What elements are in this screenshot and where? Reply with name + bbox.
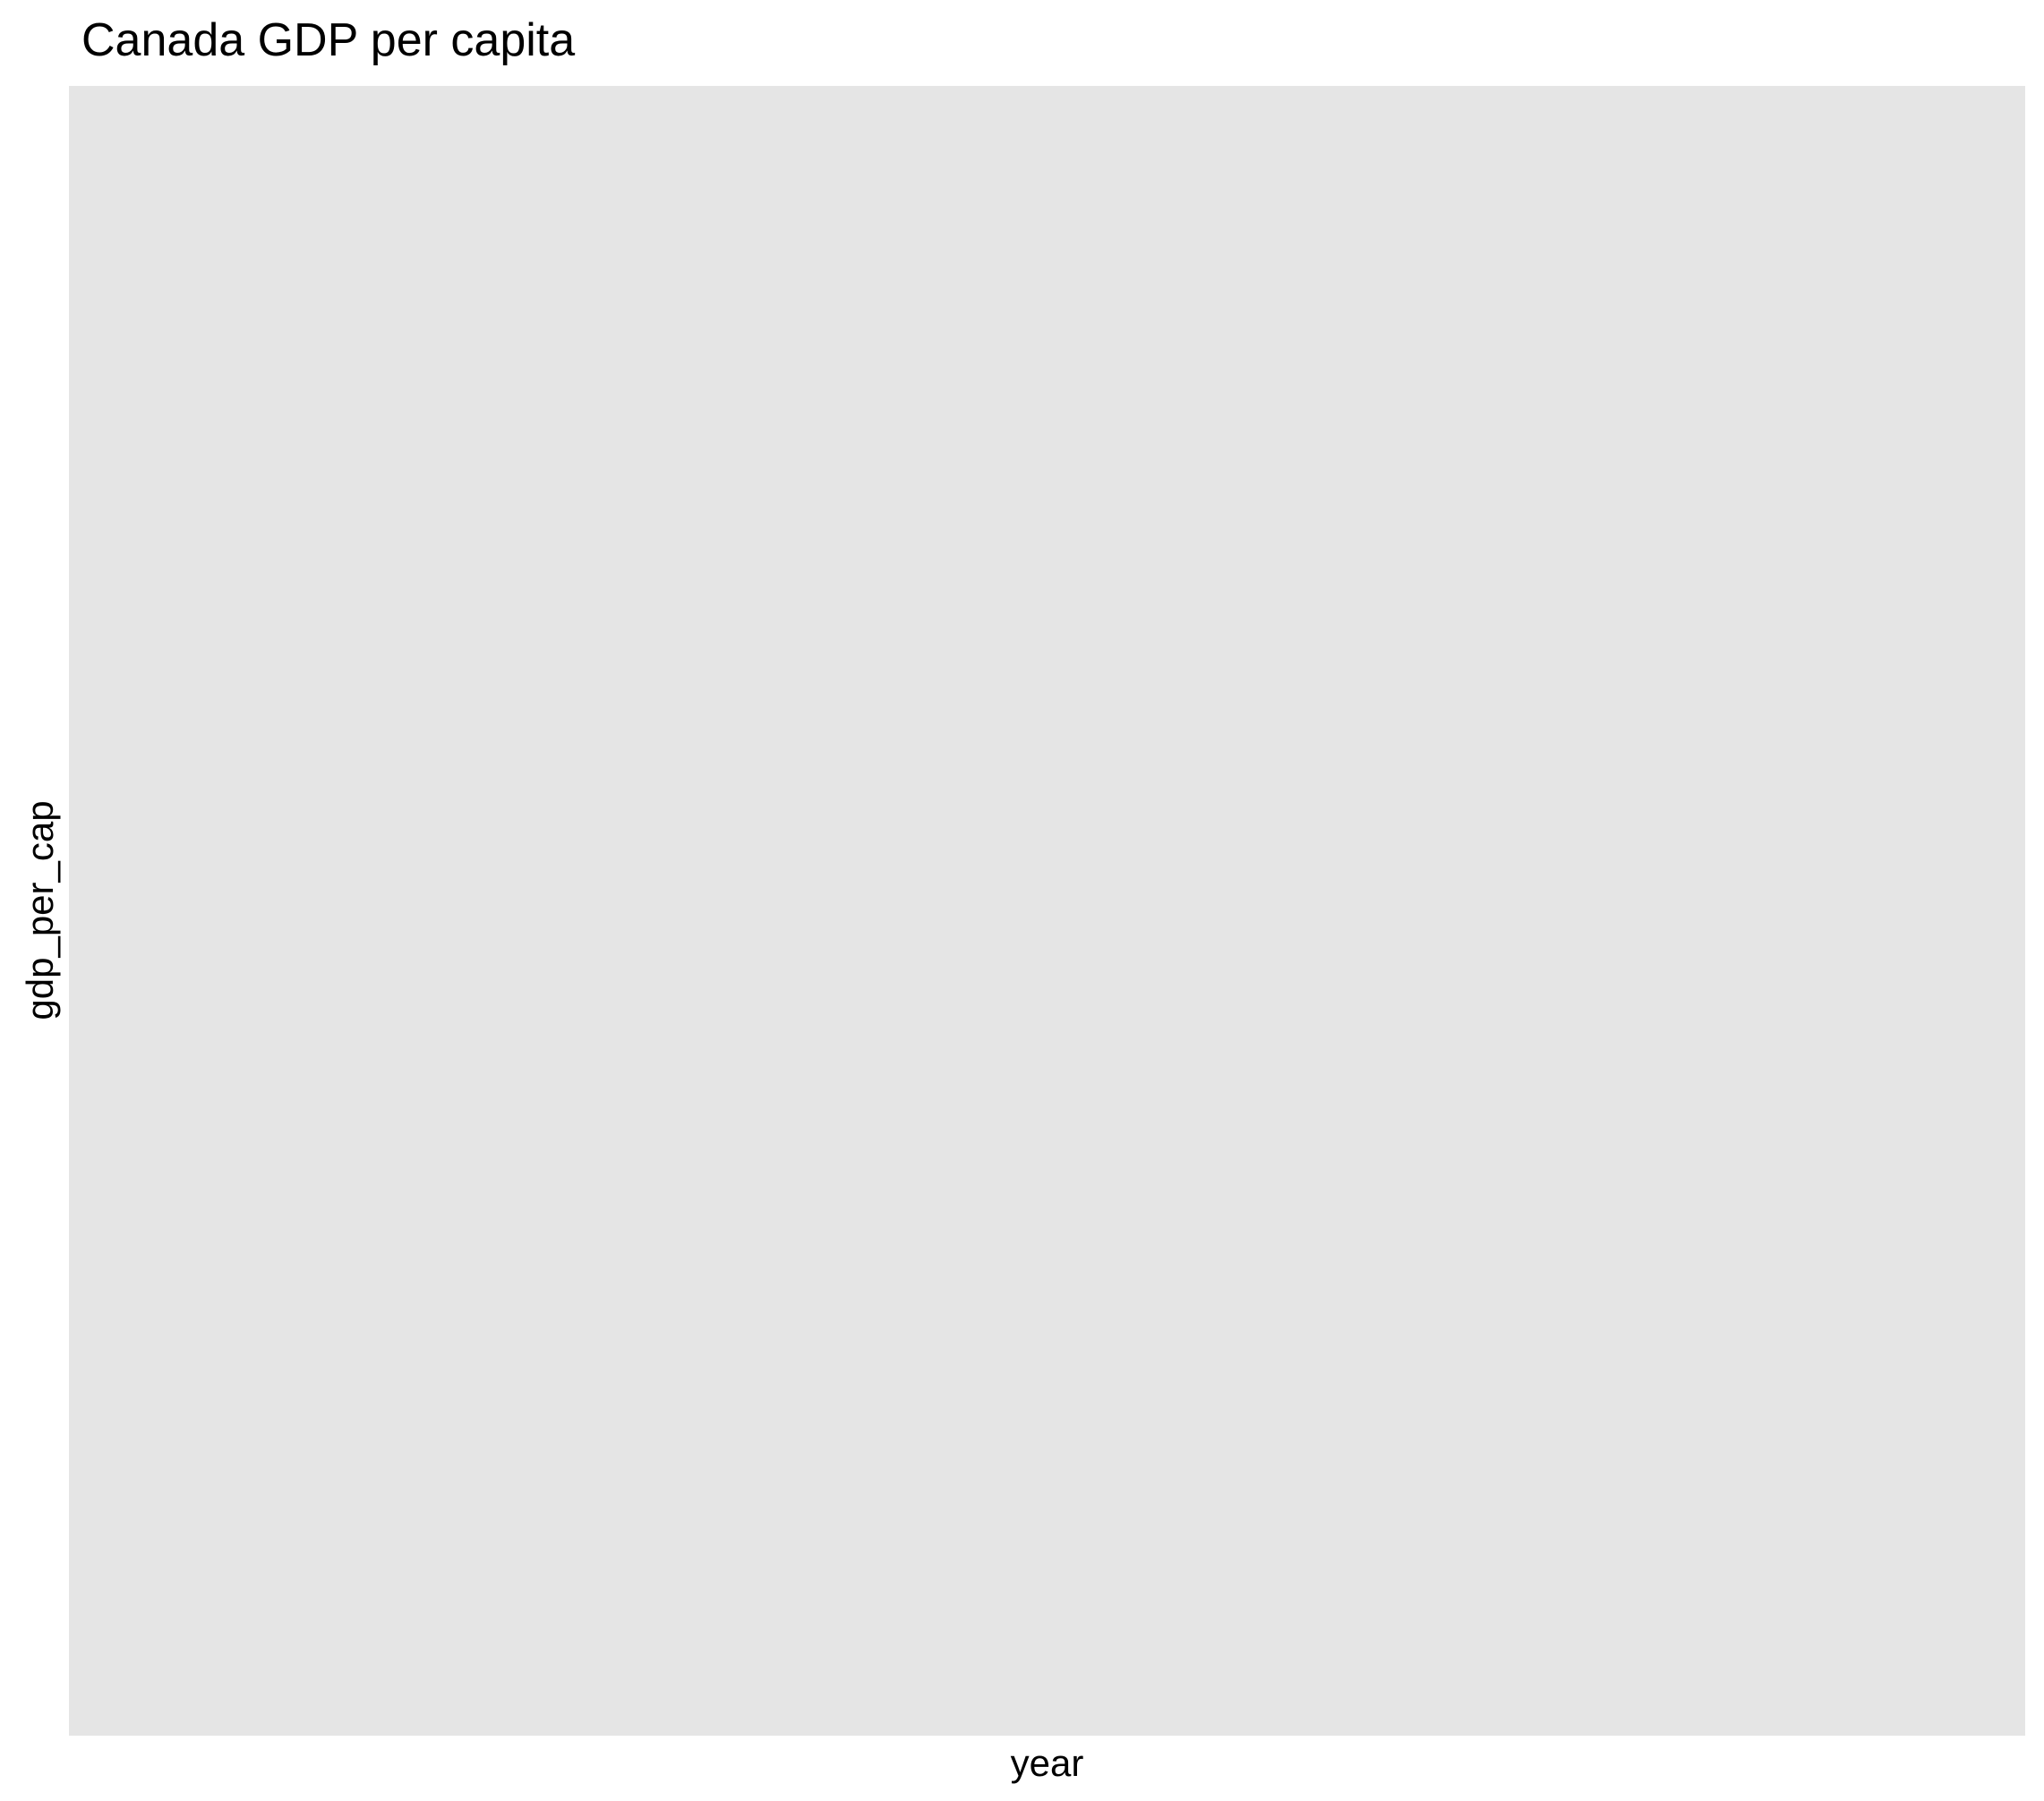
plot-panel — [69, 86, 2025, 1736]
y-axis-label: gdp_per_cap — [19, 800, 61, 1020]
x-axis-label: year — [1010, 1742, 1084, 1784]
chart-title: Canada GDP per capita — [81, 14, 576, 66]
